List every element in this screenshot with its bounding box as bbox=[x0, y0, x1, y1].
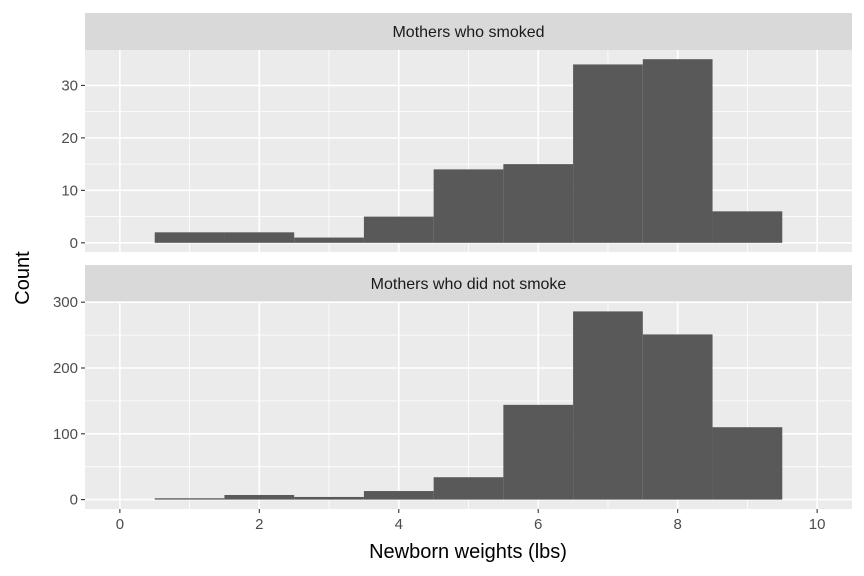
histogram-bar bbox=[503, 404, 574, 500]
histogram-bar bbox=[363, 491, 434, 500]
y-tick-label: 0 bbox=[70, 235, 78, 252]
histogram-bar bbox=[573, 311, 643, 500]
histogram-bar bbox=[294, 496, 364, 500]
histogram-bar bbox=[433, 169, 504, 243]
y-tick-label: 30 bbox=[61, 77, 78, 94]
histogram-bar bbox=[363, 216, 434, 243]
x-axis-title: Newborn weights (lbs) bbox=[369, 541, 567, 563]
histogram-bar bbox=[712, 211, 783, 243]
facet-strip bbox=[85, 13, 852, 50]
y-tick-label: 20 bbox=[61, 130, 78, 147]
x-tick-label: 8 bbox=[674, 516, 682, 533]
y-tick-label: 300 bbox=[53, 294, 78, 311]
x-tick-label: 4 bbox=[395, 516, 403, 533]
histogram-bar bbox=[154, 498, 225, 500]
histogram-bar bbox=[294, 237, 364, 243]
histogram-bar bbox=[224, 232, 295, 243]
x-tick-label: 2 bbox=[255, 516, 263, 533]
histogram-bar bbox=[573, 64, 643, 243]
histogram-bar bbox=[503, 164, 574, 243]
histogram-bar bbox=[433, 477, 504, 500]
histogram-bar bbox=[642, 334, 713, 500]
y-tick-label: 0 bbox=[70, 492, 78, 509]
x-tick-label: 10 bbox=[809, 516, 826, 533]
y-tick-label: 100 bbox=[53, 426, 78, 443]
facet-strip-label: Mothers who did not smoke bbox=[371, 276, 567, 293]
y-axis-title: Count bbox=[12, 251, 34, 305]
facet-strip bbox=[85, 265, 852, 302]
x-tick-label: 0 bbox=[116, 516, 124, 533]
x-tick-label: 6 bbox=[534, 516, 542, 533]
y-tick-label: 10 bbox=[61, 182, 78, 199]
y-tick-label: 200 bbox=[53, 360, 78, 377]
facet-strip-label: Mothers who smoked bbox=[392, 24, 544, 41]
histogram-bar bbox=[642, 59, 713, 243]
histogram-bar bbox=[712, 427, 783, 500]
histogram-bar bbox=[154, 232, 225, 243]
histogram-bar bbox=[224, 494, 295, 500]
